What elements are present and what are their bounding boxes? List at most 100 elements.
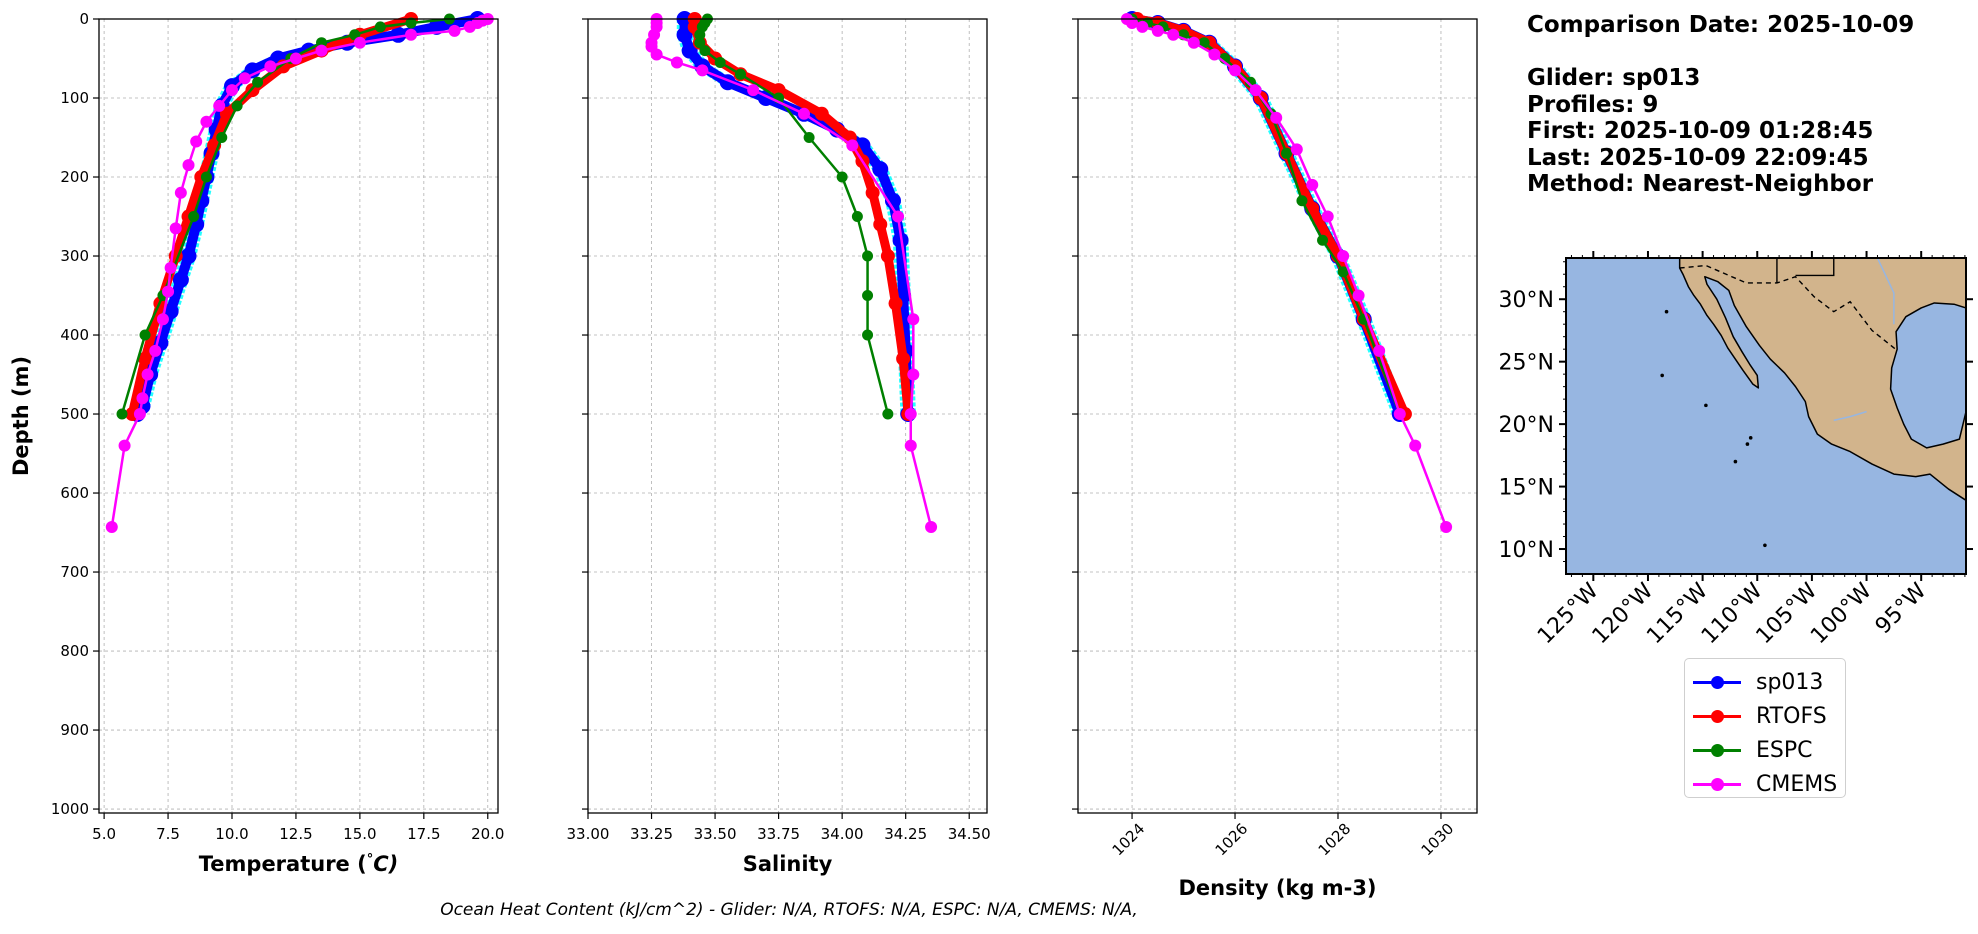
data-point-espc bbox=[216, 132, 228, 144]
data-point-cmems bbox=[1373, 344, 1386, 357]
plot-frame bbox=[1077, 18, 1478, 814]
island bbox=[1733, 459, 1738, 464]
data-point-rtofs bbox=[880, 249, 895, 264]
data-point-cmems bbox=[1352, 289, 1365, 302]
x-tick-label: 20.0 bbox=[471, 825, 504, 843]
x-tick-label: 33.25 bbox=[630, 825, 673, 843]
data-point-espc bbox=[714, 56, 726, 68]
island bbox=[1763, 543, 1767, 548]
glider-raw-profile-line bbox=[1136, 16, 1408, 416]
legend-item-cmems: CMEMS bbox=[1693, 769, 1837, 799]
data-point-cmems bbox=[289, 52, 302, 65]
data-point-espc bbox=[851, 211, 863, 223]
legend-item-rtofs: RTOFS bbox=[1693, 701, 1827, 731]
data-point-cmems bbox=[353, 36, 366, 49]
data-point-espc bbox=[734, 68, 746, 80]
data-point-cmems bbox=[226, 84, 238, 97]
legend-label-sp013: sp013 bbox=[1756, 669, 1824, 695]
data-point-cmems bbox=[1321, 210, 1334, 223]
island bbox=[1660, 373, 1664, 378]
data-point-cmems bbox=[238, 72, 251, 85]
glider-raw-profile-line bbox=[1129, 16, 1401, 416]
data-point-espc bbox=[139, 329, 151, 341]
data-point-cmems bbox=[164, 261, 177, 274]
data-point-cmems bbox=[1126, 16, 1139, 29]
data-point-cmems bbox=[747, 84, 760, 97]
data-point-cmems bbox=[405, 28, 418, 41]
data-point-rtofs bbox=[896, 351, 911, 366]
x-tick-label: 1026 bbox=[1212, 820, 1252, 860]
state-border bbox=[1795, 258, 1835, 277]
x-axis-label: Density (kg m-3) bbox=[1178, 876, 1376, 900]
lon-tick-label: 120°W bbox=[1588, 578, 1659, 649]
data-point-espc bbox=[374, 21, 386, 33]
series-sp013 bbox=[1124, 11, 1408, 423]
series-espc bbox=[694, 13, 894, 420]
data-point-espc bbox=[1296, 195, 1308, 207]
data-point-espc bbox=[862, 329, 874, 341]
temperature-panel: 5.0 7.5 10.0 12.5 15.0 17.5 20.0 0 100 200 300 400 5… bbox=[9, 10, 504, 876]
data-point-cmems bbox=[1151, 24, 1164, 37]
data-point-cmems bbox=[190, 135, 203, 148]
data-point-espc bbox=[1198, 37, 1210, 49]
lat-tick-label: 25°N bbox=[1499, 351, 1554, 376]
lon-tick-label: 110°W bbox=[1697, 578, 1768, 649]
data-point-cmems bbox=[904, 439, 917, 452]
lon-tick-label: 105°W bbox=[1752, 578, 1823, 649]
data-point-espc bbox=[405, 17, 417, 29]
data-point-espc bbox=[231, 100, 243, 112]
data-point-cmems bbox=[1306, 178, 1319, 191]
x-tick-label: 34.50 bbox=[948, 825, 991, 843]
x-tick-label: 1030 bbox=[1418, 820, 1458, 860]
last-time: Last: 2025-10-09 22:09:45 bbox=[1527, 144, 1869, 171]
island bbox=[1704, 403, 1708, 408]
data-point-cmems bbox=[169, 222, 182, 235]
legend: sp013 RTOFS ESPC CMEMS bbox=[1684, 658, 1846, 798]
x-tick-label: 15.0 bbox=[343, 825, 376, 843]
data-point-espc bbox=[200, 171, 212, 183]
data-point-cmems bbox=[1337, 250, 1350, 263]
data-point-cmems bbox=[162, 285, 175, 298]
series-line-rtofs bbox=[127, 14, 413, 416]
data-point-cmems bbox=[182, 159, 195, 172]
y-tick-label: 300 bbox=[60, 247, 89, 265]
data-point-rtofs bbox=[865, 185, 880, 200]
legend-swatch-espc bbox=[1693, 743, 1741, 757]
data-point-cmems bbox=[907, 368, 920, 381]
data-point-cmems bbox=[200, 115, 213, 128]
x-tick-label: 10.0 bbox=[215, 825, 248, 843]
data-point-rtofs bbox=[138, 351, 153, 366]
location-map: 30°N 25°N 20°N 15°N 10°N 125°W120°W115°W110°W… bbox=[1499, 251, 1973, 649]
glider-raw-profiles bbox=[1126, 16, 1408, 416]
series-cmems bbox=[645, 13, 938, 534]
series-line-rtofs bbox=[1136, 14, 1410, 416]
data-point-cmems bbox=[141, 368, 154, 381]
x-tick-label: 7.5 bbox=[156, 825, 180, 843]
y-tick-label: 400 bbox=[60, 326, 89, 344]
y-tick-label: 700 bbox=[60, 563, 89, 581]
lat-tick-label: 20°N bbox=[1499, 413, 1554, 438]
data-point-sp013 bbox=[172, 271, 189, 288]
data-point-cmems bbox=[846, 139, 859, 152]
y-tick-label: 200 bbox=[60, 168, 89, 186]
river bbox=[1876, 257, 1895, 325]
map-frame bbox=[1565, 257, 1967, 575]
series-line-espc bbox=[120, 17, 450, 415]
x-tick-label: 1028 bbox=[1315, 820, 1355, 860]
glider-name: Glider: sp013 bbox=[1527, 65, 1701, 91]
legend-item-espc: ESPC bbox=[1693, 735, 1813, 765]
y-tick-label: 500 bbox=[60, 405, 89, 423]
data-point-sp013 bbox=[681, 42, 698, 59]
data-point-cmems bbox=[264, 60, 277, 73]
data-point-cmems bbox=[1208, 48, 1221, 61]
lat-tick-label: 30°N bbox=[1499, 288, 1554, 313]
series-cmems bbox=[1120, 13, 1453, 534]
series-espc bbox=[116, 13, 455, 420]
x-axis-label: Temperature (°C) bbox=[199, 852, 398, 876]
data-point-cmems bbox=[133, 408, 146, 421]
lon-tick-label: 95°W bbox=[1871, 578, 1932, 639]
series-line-espc bbox=[1131, 17, 1401, 415]
data-point-sp013 bbox=[180, 248, 197, 265]
data-point-espc bbox=[862, 290, 874, 302]
data-point-cmems bbox=[1187, 36, 1200, 49]
